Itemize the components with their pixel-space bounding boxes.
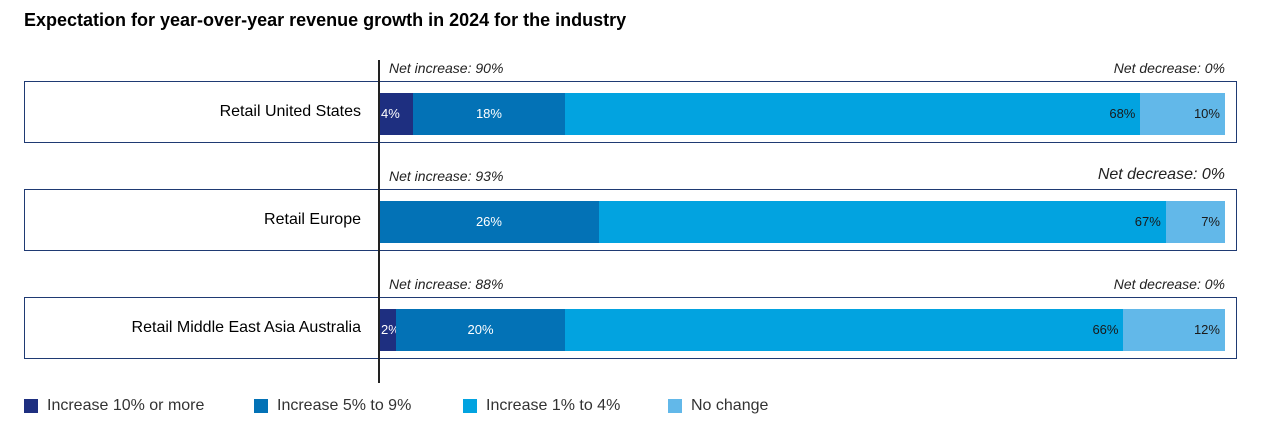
- net-decrease-label: Net decrease: 0%: [1113, 276, 1225, 292]
- bar-segment: [1165, 201, 1225, 243]
- data-label: 66%: [1092, 322, 1119, 337]
- bar-segment: [565, 309, 1124, 351]
- bar-segment: [598, 201, 1166, 243]
- category-label: Retail Europe: [264, 211, 361, 228]
- data-label: 2%: [381, 322, 400, 337]
- legend-swatch: [668, 399, 682, 413]
- legend-swatch: [463, 399, 477, 413]
- bar-segment: [565, 93, 1141, 135]
- chart-title: Expectation for year-over-year revenue g…: [24, 10, 627, 30]
- bar-segment: [379, 309, 396, 351]
- bar-segment: [379, 201, 599, 243]
- net-decrease-label: Net decrease: 0%: [1097, 166, 1225, 183]
- data-label: 26%: [475, 214, 502, 229]
- data-label: 68%: [1109, 106, 1136, 121]
- data-label: 18%: [475, 106, 502, 121]
- net-decrease-label: Net decrease: 0%: [1113, 60, 1225, 76]
- category-label: Retail United States: [219, 103, 361, 120]
- category-label: Retail Middle East Asia Australia: [131, 319, 361, 336]
- net-increase-label: Net increase: 88%: [389, 276, 504, 292]
- legend-label: Increase 5% to 9%: [277, 397, 412, 414]
- legend-swatch: [24, 399, 38, 413]
- net-increase-label: Net increase: 93%: [389, 168, 504, 184]
- legend-swatch: [254, 399, 268, 413]
- bar-segment: [379, 93, 413, 135]
- data-label: 12%: [1193, 322, 1220, 337]
- legend-label: No change: [691, 397, 769, 414]
- legend-label: Increase 10% or more: [47, 397, 205, 414]
- bar-segment: [1140, 93, 1225, 135]
- stacked-bar: 26% 67% 7%: [379, 201, 1225, 243]
- data-label: 4%: [381, 106, 400, 121]
- bar-segment: [412, 93, 566, 135]
- legend-label: Increase 1% to 4%: [486, 397, 621, 414]
- bar-segment: [395, 309, 566, 351]
- data-label: 20%: [467, 322, 494, 337]
- data-label: 7%: [1201, 214, 1220, 229]
- stacked-bar: 2% 20% 66% 12%: [379, 309, 1225, 351]
- data-label: 10%: [1193, 106, 1220, 121]
- zero-axis-line: [378, 60, 380, 383]
- data-label: 67%: [1134, 214, 1161, 229]
- net-increase-label: Net increase: 90%: [389, 60, 504, 76]
- bar-segment: [1123, 309, 1225, 351]
- stacked-bar: 4% 18% 68% 10%: [379, 93, 1225, 135]
